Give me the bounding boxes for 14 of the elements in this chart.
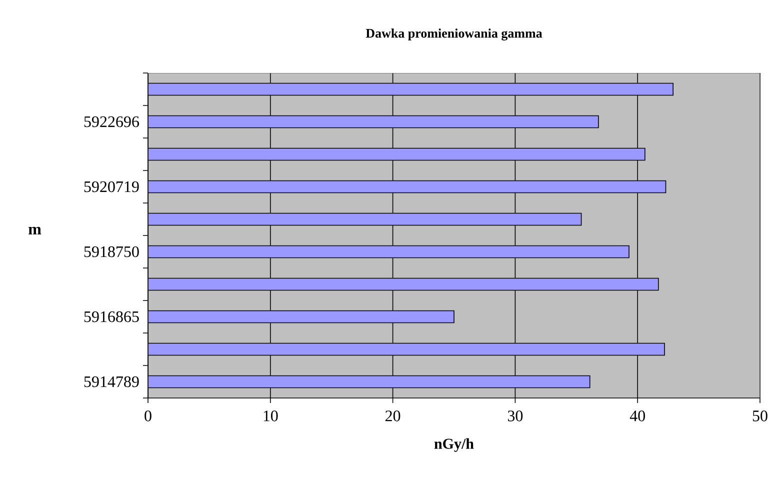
x-tick-label: 50 <box>752 410 768 422</box>
x-tick-label: 40 <box>630 410 645 422</box>
y-tick-label: 5920719 <box>84 181 139 192</box>
y-tick-label: 5922696 <box>84 116 139 128</box>
x-tick-label: 20 <box>386 410 400 422</box>
x-tick-label: 0 <box>144 410 152 422</box>
y-tick-label: 5918750 <box>84 246 139 258</box>
y-axis-title: m <box>28 226 42 234</box>
y-tick-label: 5916865 <box>84 311 139 322</box>
x-tick-label: 30 <box>508 410 523 422</box>
x-axis-title: nGy/h <box>434 438 474 452</box>
y-tick-label: 5914789 <box>84 376 139 388</box>
x-tick-label: 10 <box>264 410 278 422</box>
chart-title: Dawka promieniowania gamma <box>366 28 542 40</box>
